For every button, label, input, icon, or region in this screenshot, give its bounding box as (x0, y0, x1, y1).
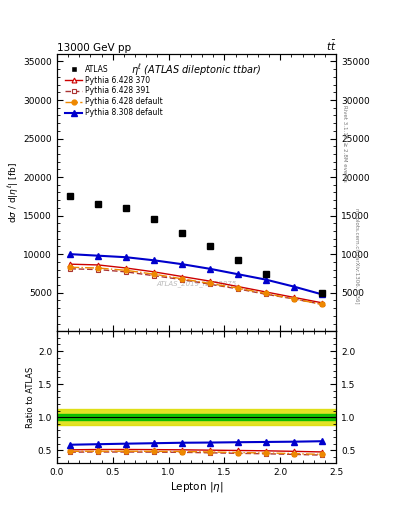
Line: Pythia 6.428 391: Pythia 6.428 391 (68, 266, 324, 307)
Line: Pythia 8.308 default: Pythia 8.308 default (68, 251, 324, 297)
Pythia 8.308 default (68, 251, 73, 257)
Pythia 6.428 default (235, 285, 240, 291)
ATLAS (152, 217, 156, 223)
Pythia 8.308 default (152, 257, 156, 263)
Pythia 6.428 391 (96, 267, 101, 273)
Pythia 6.428 370 (208, 278, 212, 284)
Pythia 6.428 default (124, 267, 129, 273)
Pythia 6.428 370 (235, 284, 240, 290)
Pythia 6.428 370 (124, 265, 129, 271)
ATLAS (235, 257, 240, 263)
Pythia 8.308 default (180, 261, 184, 267)
ATLAS (263, 271, 268, 278)
Pythia 6.428 default (208, 281, 212, 287)
Pythia 6.428 391 (235, 286, 240, 292)
Pythia 6.428 391 (124, 269, 129, 275)
Text: $\eta^\ell$ (ATLAS dileptonic ttbar): $\eta^\ell$ (ATLAS dileptonic ttbar) (131, 62, 262, 78)
Bar (57, 409, 336, 425)
Pythia 6.428 default (152, 271, 156, 278)
ATLAS (96, 201, 101, 207)
Pythia 8.308 default (235, 271, 240, 278)
Line: Pythia 6.428 370: Pythia 6.428 370 (68, 262, 324, 305)
X-axis label: Lepton |$\eta$|: Lepton |$\eta$| (170, 480, 223, 494)
Line: Pythia 6.428 default: Pythia 6.428 default (68, 265, 324, 307)
Y-axis label: Ratio to ATLAS: Ratio to ATLAS (26, 367, 35, 428)
Bar (57, 414, 336, 420)
Line: ATLAS: ATLAS (67, 193, 325, 296)
Pythia 6.428 370 (263, 289, 268, 295)
Pythia 6.428 391 (208, 281, 212, 287)
Pythia 8.308 default (96, 252, 101, 259)
Pythia 6.428 default (180, 276, 184, 282)
Pythia 6.428 default (319, 301, 324, 307)
Pythia 6.428 default (68, 264, 73, 270)
Pythia 8.308 default (124, 254, 129, 260)
Pythia 6.428 391 (291, 296, 296, 302)
Pythia 6.428 391 (263, 291, 268, 297)
Text: ATLAS_2019_I1759875: ATLAS_2019_I1759875 (156, 281, 237, 287)
Text: 13000 GeV pp: 13000 GeV pp (57, 42, 131, 53)
Pythia 8.308 default (263, 276, 268, 283)
ATLAS (124, 205, 129, 211)
Pythia 6.428 default (263, 290, 268, 296)
Pythia 6.428 370 (68, 261, 73, 267)
Pythia 8.308 default (208, 266, 212, 272)
Text: mcplots.cern.ch [arXiv:1306.3436]: mcplots.cern.ch [arXiv:1306.3436] (354, 208, 359, 304)
Y-axis label: d$\sigma$ / d|$\eta^\ell$| [fb]: d$\sigma$ / d|$\eta^\ell$| [fb] (6, 162, 20, 223)
Text: Rivet 3.1.10, ≥ 2.8M events: Rivet 3.1.10, ≥ 2.8M events (343, 105, 348, 182)
Pythia 6.428 default (291, 296, 296, 302)
Legend: ATLAS, Pythia 6.428 370, Pythia 6.428 391, Pythia 6.428 default, Pythia 8.308 de: ATLAS, Pythia 6.428 370, Pythia 6.428 39… (64, 63, 164, 119)
ATLAS (68, 193, 73, 199)
Pythia 6.428 370 (291, 294, 296, 301)
Pythia 6.428 370 (96, 262, 101, 268)
ATLAS (319, 290, 324, 296)
Pythia 6.428 391 (319, 301, 324, 307)
ATLAS (180, 230, 184, 237)
Pythia 6.428 370 (152, 269, 156, 275)
Pythia 8.308 default (291, 284, 296, 290)
ATLAS (208, 243, 212, 249)
Pythia 6.428 default (96, 265, 101, 271)
Pythia 6.428 391 (68, 266, 73, 272)
Pythia 6.428 391 (180, 276, 184, 283)
Pythia 6.428 370 (319, 300, 324, 306)
Pythia 6.428 391 (152, 273, 156, 279)
Pythia 6.428 370 (180, 273, 184, 280)
Text: $t\bar{t}$: $t\bar{t}$ (325, 38, 336, 53)
Pythia 8.308 default (319, 291, 324, 297)
